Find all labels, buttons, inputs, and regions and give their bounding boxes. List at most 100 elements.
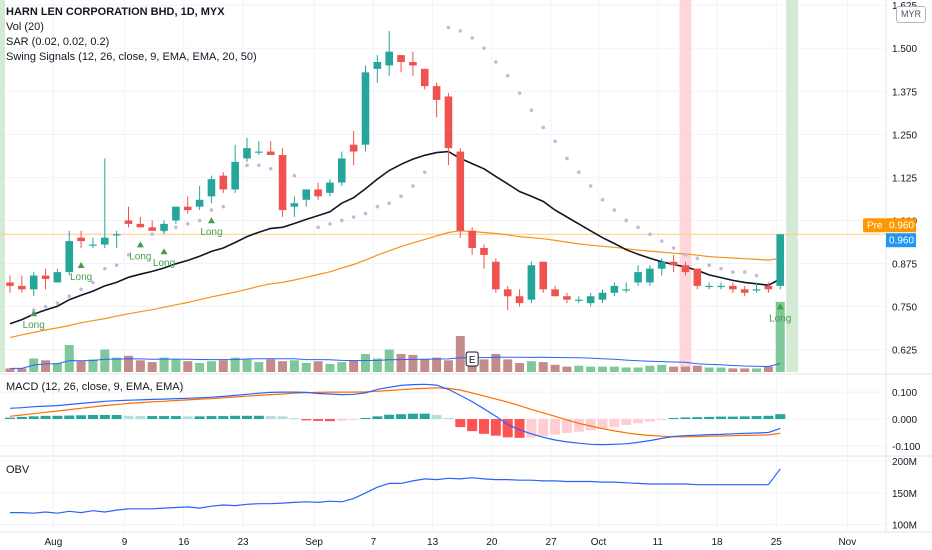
candle-body bbox=[669, 261, 678, 266]
sar-dot bbox=[245, 163, 249, 168]
macd-histogram-bar bbox=[704, 416, 715, 420]
candle-body bbox=[314, 189, 322, 197]
sar-dot bbox=[79, 287, 83, 292]
candle-body bbox=[397, 55, 405, 62]
sar-dot bbox=[659, 239, 664, 243]
obv-tick-label: 200M bbox=[892, 457, 917, 468]
candle-body bbox=[101, 237, 109, 245]
price-tick-label: 0.875 bbox=[892, 260, 917, 271]
candle-body bbox=[681, 265, 690, 273]
volume-bar bbox=[491, 354, 501, 372]
candle-body bbox=[420, 68, 429, 87]
volume-bar bbox=[432, 357, 442, 372]
price-tick-label: 1.250 bbox=[892, 130, 917, 141]
volume-bar bbox=[206, 361, 216, 372]
macd-histogram-bar bbox=[656, 419, 667, 421]
candle-body bbox=[338, 158, 346, 183]
volume-bar bbox=[278, 361, 288, 372]
sar-dot bbox=[446, 25, 451, 30]
macd-histogram-bar bbox=[502, 419, 513, 438]
sar-dot bbox=[470, 36, 474, 40]
macd-histogram-bar bbox=[265, 416, 276, 420]
macd-histogram-bar bbox=[182, 416, 193, 420]
macd-histogram-bar bbox=[431, 415, 442, 420]
volume-bar bbox=[645, 365, 655, 372]
candle-body bbox=[207, 179, 216, 197]
sar-dot bbox=[185, 222, 190, 226]
price-tick-label: 0.625 bbox=[892, 346, 917, 357]
macd-histogram-bar bbox=[87, 415, 98, 420]
macd-histogram-bar bbox=[538, 419, 549, 437]
candle-body bbox=[373, 62, 382, 69]
sar-dot bbox=[612, 208, 617, 212]
macd-histogram-bar bbox=[230, 415, 241, 420]
macd-histogram-bar bbox=[585, 419, 596, 431]
candle-body bbox=[112, 234, 121, 236]
candle-body bbox=[231, 161, 239, 190]
last-price-value: 0.960 bbox=[889, 236, 914, 247]
ema-fast-line bbox=[9, 150, 781, 325]
volume-bar bbox=[728, 368, 738, 372]
macd-histogram-bar bbox=[467, 419, 478, 432]
volume-bar bbox=[88, 359, 98, 372]
volume-bar bbox=[159, 357, 169, 372]
time-tick-label: 16 bbox=[178, 537, 190, 548]
time-tick-label: 18 bbox=[711, 537, 723, 548]
currency-button[interactable]: MYR bbox=[896, 6, 926, 23]
ema-slow-line bbox=[9, 230, 781, 339]
volume-bar bbox=[526, 361, 536, 372]
candle-body bbox=[634, 272, 642, 283]
pre-price-badge bbox=[886, 218, 916, 233]
sar-dot bbox=[55, 301, 60, 305]
candle-body bbox=[563, 296, 571, 300]
volume-bar bbox=[218, 360, 228, 372]
sar-dot bbox=[387, 201, 392, 206]
sar-dot bbox=[624, 218, 628, 223]
candle-body bbox=[764, 285, 773, 290]
candle-body bbox=[172, 206, 180, 221]
sar-dot bbox=[482, 46, 486, 51]
candle-body bbox=[219, 175, 228, 190]
volume-bar bbox=[195, 363, 205, 372]
macd-tick-label: 0.000 bbox=[892, 415, 917, 426]
macd-histogram-bar bbox=[159, 416, 170, 420]
volume-bar bbox=[100, 349, 110, 372]
sar-dot bbox=[731, 270, 735, 274]
time-axis: Aug 9 16 23 Sep 7 13 20 27 Oct 11 18 25 Nov bbox=[45, 537, 857, 548]
price-tick-label: 0.750 bbox=[892, 303, 917, 314]
volume-bar bbox=[289, 360, 299, 372]
macd-histogram-bar bbox=[490, 419, 501, 436]
candle-body bbox=[575, 299, 583, 301]
sar-dot bbox=[422, 170, 427, 175]
sar-dot bbox=[257, 163, 261, 168]
obv-tick-label: 150M bbox=[892, 489, 917, 500]
highlight-band bbox=[0, 0, 5, 372]
candle-body bbox=[124, 220, 133, 224]
candle-body bbox=[41, 275, 50, 279]
volume-bar bbox=[266, 359, 276, 372]
volume-bar bbox=[135, 360, 145, 372]
volume-bar bbox=[349, 360, 359, 372]
candle-body bbox=[551, 289, 559, 297]
symbol-title: HARN LEN CORPORATION BHD, 1D, MYX bbox=[6, 6, 225, 18]
candle-body bbox=[148, 227, 156, 231]
volume-bar bbox=[704, 367, 714, 372]
legend-swing-signals: Swing Signals (12, 26, close, 9, EMA, EM… bbox=[6, 51, 257, 63]
volume-bar bbox=[5, 368, 15, 372]
sar-dot bbox=[292, 173, 297, 178]
long-signal-arrow bbox=[30, 310, 38, 317]
candle-body bbox=[6, 282, 14, 286]
time-tick-label: 20 bbox=[486, 537, 498, 548]
volume-bar bbox=[716, 367, 726, 372]
volume-bar bbox=[230, 357, 240, 372]
macd-histogram-bar bbox=[253, 415, 264, 420]
volume-bars bbox=[5, 301, 785, 372]
macd-histogram-bar bbox=[135, 416, 146, 420]
macd-histogram-bar bbox=[218, 416, 229, 420]
sar-dot bbox=[577, 170, 581, 175]
macd-histogram-bar bbox=[680, 417, 691, 420]
volume-bar bbox=[752, 368, 762, 372]
sar-dot bbox=[517, 91, 522, 95]
volume-bar bbox=[598, 366, 607, 372]
